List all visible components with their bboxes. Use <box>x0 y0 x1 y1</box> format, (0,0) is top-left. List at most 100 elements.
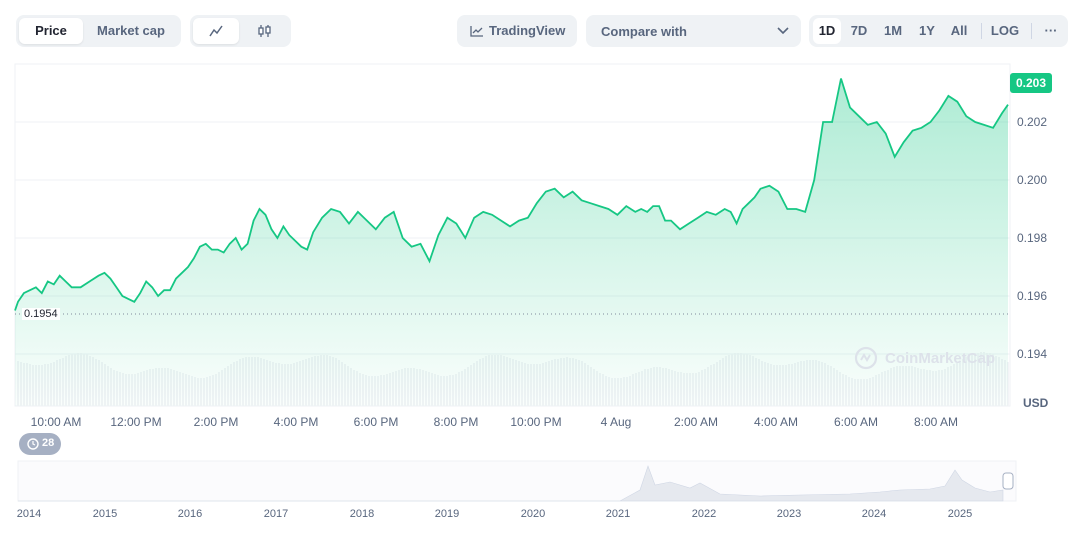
volume-bar <box>848 377 850 406</box>
volume-bar <box>437 375 439 406</box>
volume-bar <box>113 370 115 406</box>
volume-bar <box>458 372 460 406</box>
range-tab-7d[interactable]: 7D <box>850 23 868 38</box>
volume-bar <box>542 363 544 406</box>
volume-bar <box>95 359 97 406</box>
volume-bar <box>314 356 316 406</box>
volume-bar <box>89 356 91 406</box>
volume-bar <box>692 373 694 406</box>
volume-bar <box>221 370 223 406</box>
volume-bar <box>158 368 160 406</box>
volume-bar <box>17 361 19 406</box>
volume-bar <box>944 369 946 406</box>
volume-bar <box>545 362 547 406</box>
volume-bar <box>590 367 592 406</box>
navigator-year-label: 2023 <box>776 508 802 520</box>
candlestick-button[interactable] <box>242 18 288 44</box>
tradingview-label: TradingView <box>489 23 566 38</box>
volume-bar <box>611 378 613 406</box>
volume-bar <box>449 375 451 406</box>
range-tab-1d[interactable]: 1D <box>813 18 841 44</box>
tab-price[interactable]: Price <box>19 18 83 44</box>
volume-bar <box>782 365 784 406</box>
events-badge[interactable]: 28 <box>19 433 61 455</box>
volume-bar <box>425 371 427 406</box>
volume-bar <box>224 368 226 406</box>
range-selector: 1D 7D 1M 1Y All LOG ··· <box>809 15 1068 47</box>
volume-bar <box>911 366 913 406</box>
navigator-handle[interactable] <box>1002 472 1014 490</box>
volume-bar <box>824 363 826 406</box>
x-tick-label: 10:00 AM <box>30 415 82 429</box>
volume-bar <box>881 372 883 406</box>
log-scale-button[interactable]: LOG <box>990 23 1020 38</box>
volume-bar <box>251 357 253 406</box>
volume-bar <box>398 370 400 406</box>
volume-bar <box>869 378 871 406</box>
volume-bar <box>899 366 901 406</box>
tab-market-cap[interactable]: Market cap <box>97 23 165 38</box>
volume-bar <box>149 369 151 406</box>
volume-bar <box>212 375 214 406</box>
volume-bar <box>695 373 697 406</box>
volume-bar <box>173 370 175 406</box>
events-count: 28 <box>42 437 55 449</box>
volume-bar <box>368 376 370 406</box>
volume-bar <box>638 372 640 406</box>
volume-bar <box>362 374 364 406</box>
navigator-year-label: 2019 <box>434 508 460 520</box>
navigator-year-label: 2018 <box>349 508 375 520</box>
volume-bar <box>710 365 712 406</box>
volume-bar <box>857 379 859 406</box>
volume-bar <box>203 378 205 406</box>
tradingview-button[interactable]: TradingView <box>457 15 577 47</box>
volume-bar <box>758 359 760 406</box>
more-options-button[interactable]: ··· <box>1044 23 1058 38</box>
volume-bar <box>932 371 934 406</box>
volume-bar <box>875 375 877 406</box>
volume-bar <box>191 376 193 406</box>
volume-bar <box>296 362 298 406</box>
compare-with-dropdown[interactable]: Compare with <box>586 15 801 47</box>
watermark-logo-icon <box>854 346 878 370</box>
volume-bar <box>512 359 514 406</box>
volume-bar <box>632 374 634 406</box>
volume-bar <box>797 362 799 406</box>
volume-bar <box>494 355 496 406</box>
volume-bar <box>956 363 958 406</box>
x-tick-label: 6:00 PM <box>353 415 399 429</box>
volume-bar <box>395 371 397 406</box>
volume-bar <box>107 366 109 406</box>
line-chart-button[interactable] <box>193 18 239 44</box>
navigator-year-label: 2015 <box>92 508 118 520</box>
divider <box>981 23 982 39</box>
volume-bar <box>248 357 250 406</box>
volume-bar <box>530 364 532 406</box>
volume-bar <box>599 373 601 406</box>
volume-bar <box>473 363 475 406</box>
navigator-year-label: 2025 <box>947 508 973 520</box>
volume-bar <box>731 354 733 406</box>
volume-bar <box>698 372 700 406</box>
volume-bar <box>341 362 343 406</box>
volume-bar <box>548 361 550 406</box>
volume-bar <box>254 357 256 406</box>
volume-bar <box>863 379 865 406</box>
range-tab-all[interactable]: All <box>950 23 968 38</box>
volume-bar <box>38 365 40 406</box>
volume-bar <box>275 363 277 406</box>
volume-bar <box>86 354 88 406</box>
volume-bar <box>332 357 334 406</box>
volume-bar <box>779 365 781 406</box>
range-tab-1y[interactable]: 1Y <box>919 23 935 38</box>
range-tab-1m[interactable]: 1M <box>883 23 903 38</box>
volume-bar <box>32 365 34 406</box>
volume-bar <box>446 376 448 406</box>
volume-bar <box>674 371 676 406</box>
volume-bar <box>536 364 538 406</box>
volume-bar <box>482 358 484 406</box>
volume-bar <box>176 371 178 406</box>
volume-bar <box>833 368 835 406</box>
